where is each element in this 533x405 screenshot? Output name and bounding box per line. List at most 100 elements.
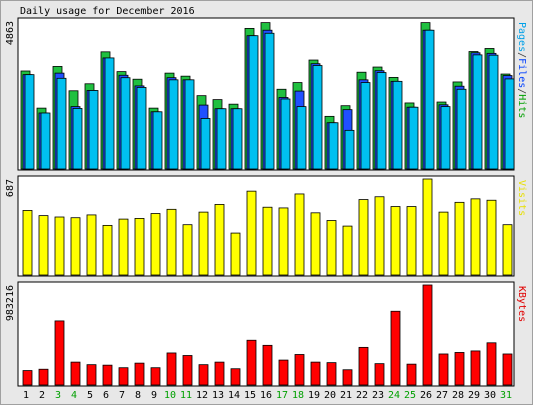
bar-kbytes: [230, 368, 241, 386]
x-tick-label: 14: [228, 390, 240, 401]
bar-pages: [424, 29, 435, 170]
bar-visits: [390, 206, 401, 276]
bar-kbytes: [198, 364, 209, 386]
x-tick-label: 19: [308, 390, 320, 401]
bar-kbytes: [390, 310, 401, 386]
bar-visits: [134, 218, 145, 276]
bar-visits: [470, 198, 481, 276]
bar-kbytes: [102, 364, 113, 386]
bar-kbytes: [470, 350, 481, 386]
bar-kbytes: [310, 361, 321, 386]
bar-pages: [168, 79, 179, 170]
bar-kbytes: [358, 346, 369, 386]
bar-visits: [214, 204, 225, 276]
x-tick-label: 12: [196, 390, 208, 401]
x-tick-label: 1: [23, 390, 29, 401]
bar-kbytes: [70, 361, 81, 386]
series-legend-label: Pages/Files/Hits: [516, 22, 527, 118]
bar-pages: [232, 108, 243, 170]
bar-pages: [216, 108, 227, 170]
x-tick-label: 29: [468, 390, 480, 401]
bar-kbytes: [422, 284, 433, 386]
bar-visits: [374, 196, 385, 276]
bar-visits: [118, 218, 129, 276]
x-axis-labels: 1 2 3 4 5 6 7 8 9 10 11 12 13 14 15 16 17 18 19 20 21 22 23 24 2…: [23, 390, 512, 401]
bar-kbytes: [38, 368, 49, 386]
x-tick-label: 18: [292, 390, 304, 401]
bar-pages: [88, 90, 99, 170]
panel-pages-files-hits: 4863 Pages/Files/Hits: [5, 17, 527, 171]
bar-visits: [454, 201, 465, 276]
bar-visits: [246, 190, 257, 276]
bar-visits: [278, 207, 289, 276]
bar-pages: [104, 57, 115, 170]
bar-visits: [182, 224, 193, 276]
bar-pages: [392, 80, 403, 170]
bar-pages: [504, 78, 515, 170]
x-tick-label: 7: [119, 390, 125, 401]
bar-visits: [502, 224, 513, 276]
chart-title: Daily usage for December 2016: [20, 6, 195, 17]
bar-kbytes: [454, 352, 465, 386]
bar-visits: [310, 212, 321, 276]
x-tick-label: 20: [324, 390, 336, 401]
bar-pages: [56, 77, 67, 170]
bar-pages: [456, 88, 467, 170]
bar-pages: [312, 65, 323, 170]
bar-pages: [248, 35, 259, 170]
bar-visits: [38, 215, 49, 276]
legend-part: KBytes: [516, 286, 527, 322]
bar-kbytes: [214, 361, 225, 386]
bar-visits: [262, 206, 273, 276]
bar-visits: [358, 199, 369, 276]
bar-kbytes: [374, 363, 385, 386]
x-tick-label: 3: [55, 390, 61, 401]
bar-kbytes: [22, 370, 33, 386]
legend-part: Hits: [516, 94, 527, 118]
bar-pages: [120, 77, 131, 170]
bar-visits: [86, 214, 97, 276]
bar-visits: [294, 193, 305, 276]
bar-pages: [280, 98, 291, 170]
bar-kbytes: [326, 362, 337, 386]
bar-pages: [440, 106, 451, 170]
x-tick-label: 6: [103, 390, 109, 401]
bar-pages: [184, 79, 195, 170]
bar-pages: [72, 108, 83, 170]
bar-pages: [200, 118, 211, 170]
bar-pages: [40, 112, 51, 170]
bar-visits: [102, 224, 113, 276]
bar-kbytes: [294, 354, 305, 386]
legend-part: Visits: [516, 180, 527, 216]
bar-pages: [296, 106, 307, 170]
bar-pages: [264, 32, 275, 170]
bar-visits: [406, 206, 417, 276]
y-max-label: 4863: [5, 21, 16, 45]
x-tick-label: 17: [276, 390, 288, 401]
bar-kbytes: [502, 353, 513, 386]
legend-part: /: [516, 88, 527, 94]
x-tick-label: 4: [71, 390, 77, 401]
bar-visits: [422, 178, 433, 276]
bar-visits: [22, 210, 33, 276]
bar-pages: [408, 106, 419, 170]
legend-part: Pages: [516, 22, 527, 52]
bar-pages: [328, 122, 339, 170]
bar-pages: [136, 87, 147, 170]
bar-pages: [472, 54, 483, 170]
x-tick-label: 9: [151, 390, 157, 401]
x-tick-label: 21: [340, 390, 352, 401]
series-legend-label: Visits: [516, 180, 527, 216]
legend-part: Files: [516, 58, 527, 88]
bar-kbytes: [134, 362, 145, 386]
y-max-label: 983216: [5, 285, 16, 321]
x-tick-label: 5: [87, 390, 93, 401]
x-tick-label: 22: [356, 390, 368, 401]
bar-kbytes: [118, 367, 129, 386]
x-tick-label: 13: [212, 390, 224, 401]
bar-pages: [360, 82, 371, 170]
bar-visits: [198, 211, 209, 276]
